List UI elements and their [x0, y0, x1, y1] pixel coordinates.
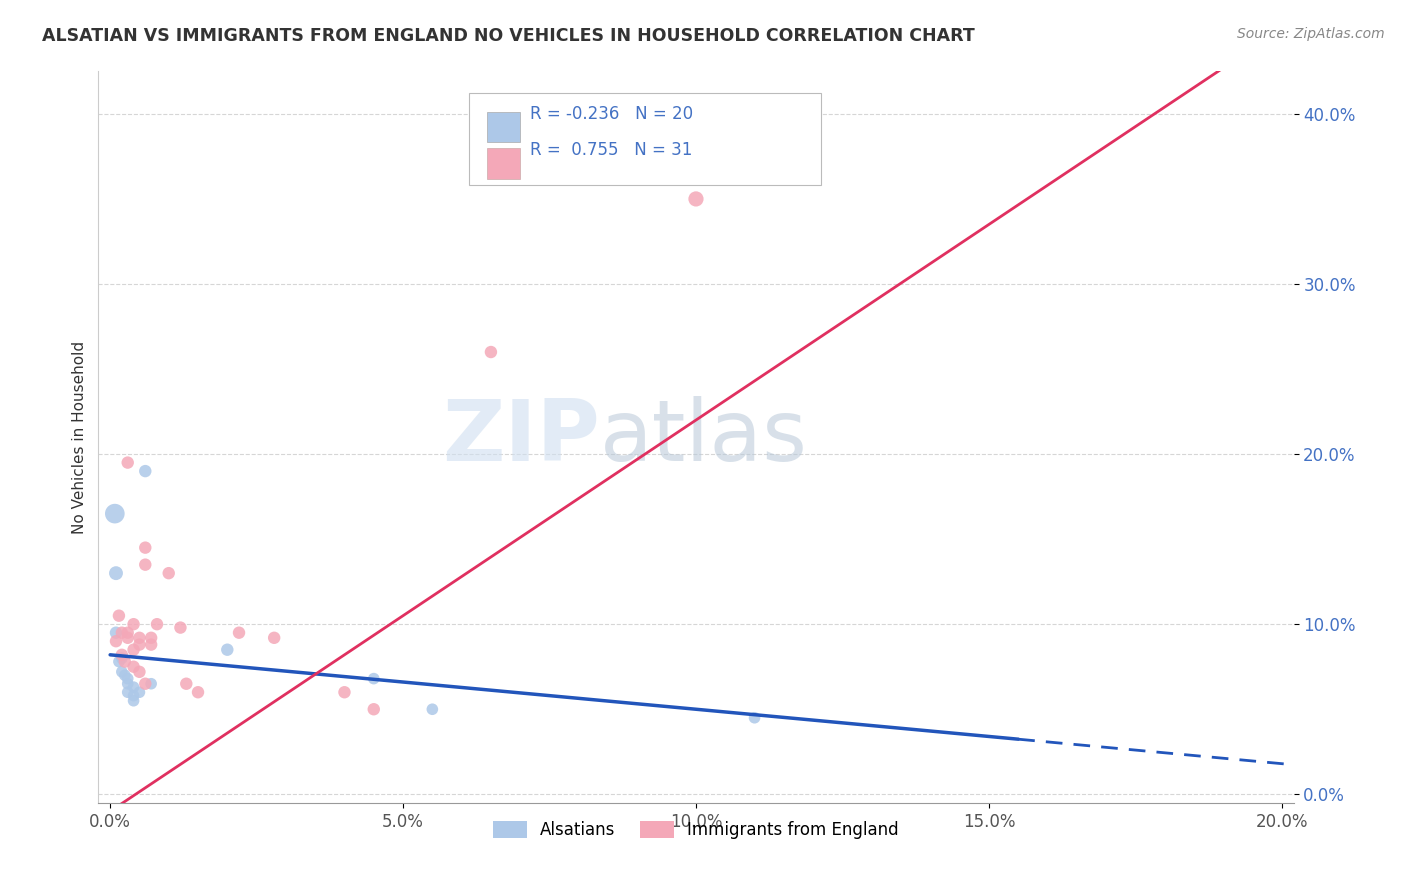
Point [114, 668, 136, 682]
Point [128, 685, 150, 699]
Bar [486, 148, 520, 179]
Point [122, 689, 145, 703]
Text: Source: ZipAtlas.com: Source: ZipAtlas.com [1237, 27, 1385, 41]
Point [169, 621, 191, 635]
Point [187, 685, 209, 699]
Point [157, 566, 180, 581]
Y-axis label: No Vehicles in Household: No Vehicles in Household [72, 341, 87, 533]
Point [114, 655, 136, 669]
Point [117, 685, 139, 699]
Point [105, 566, 128, 581]
Point [111, 625, 134, 640]
Point [117, 672, 139, 686]
Point [744, 711, 766, 725]
Point [128, 638, 150, 652]
Point [141, 631, 163, 645]
Point [333, 685, 356, 699]
FancyBboxPatch shape [470, 94, 821, 185]
Point [111, 648, 134, 662]
Point [117, 625, 139, 640]
Legend: Alsatians, Immigrants from England: Alsatians, Immigrants from England [486, 814, 905, 846]
Point [773, 141, 796, 155]
Point [117, 631, 139, 645]
Point [111, 665, 134, 679]
Point [141, 638, 163, 652]
Point [122, 642, 145, 657]
Text: R =  0.755   N = 31: R = 0.755 N = 31 [530, 141, 692, 160]
Point [217, 642, 239, 657]
Text: ZIP: ZIP [443, 395, 600, 479]
Point [134, 464, 156, 478]
Point [263, 631, 285, 645]
Point [104, 507, 127, 521]
Point [111, 651, 134, 665]
Point [117, 456, 139, 470]
Point [108, 655, 131, 669]
Point [363, 702, 385, 716]
Point [363, 672, 385, 686]
Point [122, 694, 145, 708]
Point [108, 608, 131, 623]
Point [134, 558, 156, 572]
Point [105, 625, 128, 640]
Point [117, 677, 139, 691]
Text: atlas: atlas [600, 395, 808, 479]
Point [122, 617, 145, 632]
Point [228, 625, 250, 640]
Point [685, 192, 707, 206]
Point [122, 659, 145, 673]
Point [122, 680, 145, 694]
Text: R = -0.236   N = 20: R = -0.236 N = 20 [530, 104, 693, 123]
Point [174, 677, 197, 691]
Point [134, 677, 156, 691]
Point [146, 617, 169, 632]
Point [128, 631, 150, 645]
Bar [486, 112, 520, 143]
Point [105, 634, 128, 648]
Point [128, 665, 150, 679]
Text: ALSATIAN VS IMMIGRANTS FROM ENGLAND NO VEHICLES IN HOUSEHOLD CORRELATION CHART: ALSATIAN VS IMMIGRANTS FROM ENGLAND NO V… [42, 27, 974, 45]
Point [422, 702, 444, 716]
Point [134, 541, 156, 555]
Point [141, 677, 163, 691]
Point [479, 345, 502, 359]
